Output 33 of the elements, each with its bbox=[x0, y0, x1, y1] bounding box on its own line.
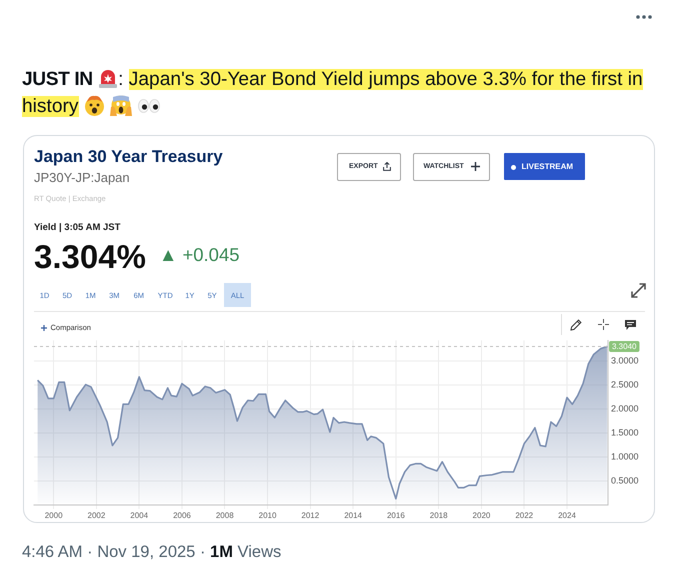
x-tick-label: 2004 bbox=[130, 511, 149, 520]
text: Yield | 3:05 AM JST bbox=[34, 222, 120, 232]
x-tick-label: 2018 bbox=[430, 511, 448, 520]
x-tick-label: 2012 bbox=[301, 511, 320, 520]
ref-line-label: 3.3040 bbox=[612, 342, 638, 352]
x-tick-label: 2000 bbox=[44, 511, 64, 520]
text: Japan's 30-Year Bond Yield jumps above 3.3% for the first in bbox=[128, 69, 643, 90]
text: Views bbox=[238, 543, 282, 561]
y-tick-label: 1.5000 bbox=[611, 428, 639, 438]
x-tick-label: 2010 bbox=[258, 511, 277, 520]
x-tick-label: 2022 bbox=[515, 511, 534, 520]
text: 3.304% bbox=[34, 238, 146, 274]
text: 1M bbox=[210, 543, 233, 561]
y-tick-label: 0.5000 bbox=[611, 475, 639, 486]
y-tick-label: 2.5000 bbox=[611, 380, 639, 390]
x-tick-label: 2020 bbox=[472, 511, 491, 520]
x-tick-label: 2016 bbox=[386, 511, 406, 520]
text: 4:46 AM · Nov 19, 2025 · bbox=[22, 543, 206, 561]
y-tick-label: 3.0000 bbox=[611, 356, 639, 366]
chart-subtitle: JP30Y-JP:Japan bbox=[34, 170, 130, 184]
x-tick-label: 2006 bbox=[173, 511, 192, 520]
y-tick-label: 2.0000 bbox=[611, 404, 639, 414]
x-tick-label: 2014 bbox=[344, 511, 363, 520]
text: JUST IN bbox=[22, 69, 93, 90]
chart-title: Japan 30 Year Treasury bbox=[34, 147, 223, 166]
text: history bbox=[22, 96, 79, 117]
x-tick-label: 2024 bbox=[558, 511, 576, 520]
text: ▲ +0.045 bbox=[159, 244, 240, 264]
text: : bbox=[118, 69, 124, 90]
x-tick-label: 2002 bbox=[87, 511, 106, 520]
y-tick-label: 1.0000 bbox=[611, 451, 639, 462]
livestream-button: LIVESTREAM bbox=[504, 153, 584, 180]
x-tick-label: 2008 bbox=[216, 511, 234, 520]
